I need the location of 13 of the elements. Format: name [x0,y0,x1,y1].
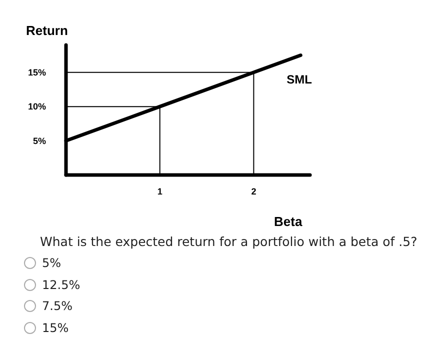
y-tick-label: 5% [32,136,46,146]
y-axis-title: Return [26,23,68,38]
text: What is the expected return for a portfolio with a beta of .5? [40,234,418,249]
x-tick-label: 1 [157,186,162,196]
series-label: SML [286,72,312,86]
x-axis-title: Beta [274,214,303,229]
text: 7.5% [42,299,72,313]
text: 12.5% [42,278,80,292]
y-tick-label: 10% [28,102,46,112]
text: 5% [42,256,62,270]
x-tick-label: 2 [251,186,256,196]
text: 15% [42,320,69,334]
y-tick-label: 15% [28,67,46,78]
